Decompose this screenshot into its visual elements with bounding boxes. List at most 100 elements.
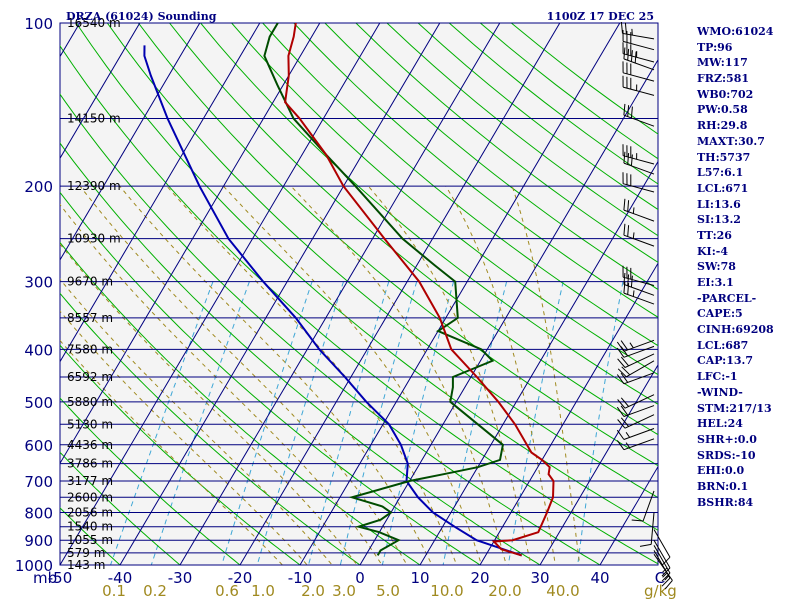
- height-label: 9670 m: [67, 275, 113, 289]
- wind-barb: [623, 272, 655, 296]
- moist-adiabat: [60, 203, 383, 565]
- temperature-tick-label: 40: [590, 569, 609, 587]
- height-label: 5130 m: [67, 417, 113, 431]
- dry-adiabat: [60, 451, 181, 565]
- temperature-line: [284, 23, 555, 557]
- wind-barb: [617, 353, 655, 368]
- wind-barb: [623, 281, 655, 305]
- wind-barb: [616, 428, 655, 440]
- height-label: 5880 m: [67, 395, 113, 409]
- index-row: TP:96: [697, 40, 733, 54]
- plot-area: [59, 22, 659, 566]
- index-row: TH:5737: [697, 150, 751, 164]
- wind-barb: [653, 553, 673, 590]
- isotherm: [599, 465, 658, 565]
- wind-barb: [623, 223, 655, 247]
- pressure-unit-label: mb: [33, 569, 57, 587]
- height-label: 2600 m: [67, 490, 113, 504]
- height-label: 2056 m: [67, 505, 113, 519]
- mixing-ratio-unit-label: g/kg: [644, 582, 677, 600]
- index-row: TT:26: [697, 228, 732, 242]
- isotherm: [419, 160, 658, 565]
- mixing-ratio-tick-label: 1.0: [251, 582, 275, 600]
- mixing-ratio-tick-label: 40.0: [546, 582, 579, 600]
- profiles: [143, 23, 555, 557]
- mixing-ratio-line: [339, 281, 418, 565]
- temperature-tick-label: -50: [48, 569, 73, 587]
- height-label: 143 m: [67, 558, 105, 572]
- moist-adiabat: [511, 186, 581, 565]
- mixing-ratio-line: [221, 281, 313, 565]
- height-label: 12390 m: [67, 179, 121, 193]
- isotherm: [60, 23, 201, 261]
- wind-barb: [617, 394, 655, 409]
- index-row: CAP:13.7: [697, 354, 754, 368]
- wind-barb: [623, 151, 655, 175]
- dry-adiabat: [75, 23, 658, 531]
- height-label: 8557 m: [67, 311, 113, 325]
- wind-barb: [616, 345, 655, 358]
- index-row: -WIND-: [697, 385, 743, 399]
- moist-adiabat: [79, 185, 408, 565]
- isotherm: [239, 23, 561, 565]
- dry-adiabat: [262, 23, 658, 347]
- index-row: LCL:687: [697, 338, 749, 352]
- dry-adiabat: [138, 23, 658, 467]
- index-row: MW:117: [697, 56, 748, 70]
- moist-adiabat: [60, 310, 308, 565]
- isotherm: [60, 23, 381, 565]
- temperature-tick-label: 20: [470, 569, 489, 587]
- index-row: SW:78: [697, 260, 736, 274]
- dry-adiabat: [231, 23, 658, 376]
- dry-adiabat: [60, 241, 421, 565]
- height-label: 3177 m: [67, 474, 113, 488]
- dry-adiabat: [60, 397, 241, 565]
- index-row: SHR+:0.0: [697, 432, 757, 446]
- dry-adiabat: [355, 23, 658, 263]
- wind-barb: [616, 372, 655, 385]
- temperature-tick-label: 0: [355, 569, 365, 587]
- pressure-tick-label: 200: [24, 178, 53, 196]
- mixing-ratio-line: [256, 281, 344, 565]
- temperature-tick-label: C: [655, 569, 665, 587]
- dry-adiabat: [60, 507, 121, 565]
- isotherm: [299, 23, 621, 565]
- dry-adiabat: [60, 191, 481, 565]
- temperature-tick-label: -30: [168, 569, 193, 587]
- height-label: 4436 m: [67, 438, 113, 452]
- height-label: 1055 m: [67, 533, 113, 547]
- index-row: CAPE:5: [697, 307, 743, 321]
- mixing-ratio-tick-label: 10.0: [430, 582, 463, 600]
- grid-lines: [0, 23, 658, 565]
- index-row: HEL:24: [697, 417, 743, 431]
- mixing-ratio-line: [150, 281, 250, 565]
- height-label: 1540 m: [67, 520, 113, 534]
- dry-adiabat: [60, 45, 658, 565]
- wind-barb: [622, 29, 655, 51]
- mixing-ratio-line: [307, 281, 390, 565]
- wind-barb: [631, 490, 655, 522]
- dry-adiabat: [60, 344, 301, 565]
- index-row: -PARCEL-: [697, 291, 757, 305]
- parcel-line: [143, 45, 523, 557]
- pressure-tick-label: 900: [24, 532, 53, 550]
- mixing-ratio-tick-label: 20.0: [488, 582, 521, 600]
- wind-barbs: [616, 21, 673, 590]
- temperature-tick-label: 10: [410, 569, 429, 587]
- pressure-tick-label: 700: [24, 473, 53, 491]
- wind-barb: [617, 414, 655, 429]
- index-row: RH:29.8: [697, 119, 748, 133]
- dry-adiabat: [324, 23, 658, 291]
- isotherm: [60, 23, 321, 465]
- mixing-ratio-tick-label: 0.2: [143, 582, 167, 600]
- index-row: EI:3.1: [697, 276, 734, 289]
- isotherm: [0, 23, 20, 565]
- dry-adiabat: [293, 23, 658, 318]
- temperature-tick-label: -10: [288, 569, 313, 587]
- temperature-tick-label: -40: [108, 569, 133, 587]
- index-row: SI:13.2: [697, 213, 741, 227]
- moist-adiabat: [60, 243, 358, 565]
- index-row: WB0:702: [697, 87, 754, 101]
- wind-barb: [623, 47, 655, 71]
